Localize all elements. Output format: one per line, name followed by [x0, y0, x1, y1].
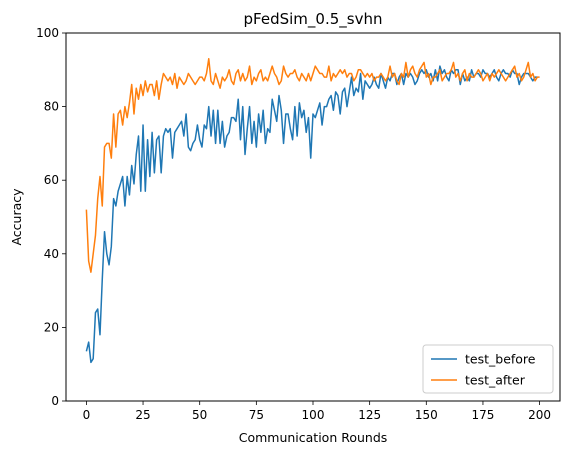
- chart-title: pFedSim_0.5_svhn: [244, 10, 383, 29]
- series-line-test_after: [85, 58, 540, 273]
- x-tick-label: 50: [192, 408, 207, 422]
- x-axis: 0 25 50 75 100 125 150 175 200: [83, 401, 551, 422]
- legend: test_before test_after: [422, 344, 554, 394]
- y-axis: 0 20 40 60 80 100: [36, 26, 66, 408]
- y-tick-label: 40: [44, 247, 59, 261]
- y-tick-label: 20: [44, 320, 59, 334]
- y-tick-label: 0: [51, 394, 59, 408]
- legend-label-test_before: test_before: [465, 352, 536, 367]
- y-axis-label: Accuracy: [9, 188, 24, 246]
- y-tick-label: 100: [36, 26, 59, 40]
- legend-box: [422, 344, 554, 394]
- x-tick-label: 175: [472, 408, 495, 422]
- x-tick-label: 150: [415, 408, 438, 422]
- x-tick-label: 25: [135, 408, 150, 422]
- y-tick-label: 60: [44, 173, 59, 187]
- y-tick-label: 80: [44, 100, 59, 114]
- x-axis-label: Communication Rounds: [239, 430, 388, 445]
- x-tick-label: 125: [358, 408, 381, 422]
- legend-label-test_after: test_after: [465, 373, 526, 388]
- x-tick-label: 0: [83, 408, 91, 422]
- x-tick-label: 200: [528, 408, 551, 422]
- x-tick-label: 75: [249, 408, 264, 422]
- series-line-test_before: [85, 65, 538, 364]
- plot-area: [85, 58, 540, 364]
- x-tick-label: 100: [302, 408, 325, 422]
